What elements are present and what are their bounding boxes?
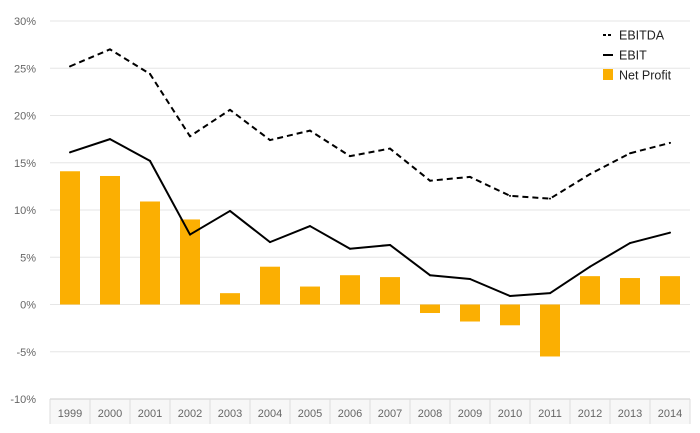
ebitda-point (149, 72, 151, 75)
ebitda-point (69, 65, 71, 68)
x-tick-label: 2007 (378, 408, 402, 420)
ebitda-point (629, 152, 631, 155)
x-tick-label: 2008 (418, 408, 442, 420)
ebitda-line (69, 48, 671, 200)
x-tick-label: 2000 (98, 408, 122, 420)
x-tick-label: 2013 (618, 408, 642, 420)
net-profit-bar (220, 293, 240, 305)
net-profit-bar (660, 276, 680, 305)
ebit-point (229, 209, 231, 212)
y-tick-label: 0% (20, 300, 36, 312)
ebitda-point (509, 194, 511, 197)
ebitda-point (469, 175, 471, 178)
ebit-point (309, 225, 311, 228)
net-profit-bar (180, 219, 200, 305)
x-tick-label: 2005 (298, 408, 322, 420)
net-profit-bar (100, 175, 120, 305)
legend-item: EBITDA (603, 29, 665, 43)
ebit-point (469, 277, 471, 280)
net-profit-bar (260, 266, 280, 305)
legend: EBITDA EBIT Net Profit (603, 29, 672, 83)
ebit-point (189, 233, 191, 236)
y-tick-label: -5% (16, 347, 36, 359)
legend-bar-swatch (603, 69, 613, 80)
ebitda-point (229, 108, 231, 111)
net-profit-bar (60, 171, 80, 305)
y-tick-label: -10% (10, 394, 36, 406)
y-tick-label: 15% (14, 158, 36, 170)
ebit-point (629, 242, 631, 245)
legend-item: EBIT (603, 49, 647, 63)
legend-label: EBITDA (619, 29, 665, 43)
x-tick-label: 2001 (138, 408, 162, 420)
ebitda-point (109, 48, 111, 51)
x-tick-label: 1999 (58, 408, 82, 420)
x-tick-label: 2011 (538, 408, 562, 420)
ebit-point (549, 292, 551, 295)
ebit-point (429, 274, 431, 277)
x-axis-dividers (49, 399, 691, 424)
x-tick-label: 2009 (458, 408, 482, 420)
ebitda-point (589, 173, 591, 176)
ebit-point (109, 138, 111, 141)
ebitda-point (429, 179, 431, 182)
x-axis-tick-labels: 1999 2000 2001 2002 2003 2004 2005 2006 2007 2008… (58, 408, 682, 420)
y-tick-label: 10% (14, 205, 36, 217)
x-tick-label: 2003 (218, 408, 242, 420)
x-tick-label: 2004 (258, 408, 282, 420)
ebit-series (69, 138, 671, 297)
net-profit-bars (60, 171, 680, 357)
x-tick-label: 2014 (658, 408, 682, 420)
ebit-point (509, 294, 511, 297)
y-tick-label: 5% (20, 252, 36, 264)
net-profit-bar (580, 276, 600, 305)
ebit-point (349, 247, 351, 250)
net-profit-bar (380, 277, 400, 305)
ebit-point (149, 159, 151, 162)
ebit-point (589, 265, 591, 268)
legend-item: Net Profit (603, 69, 672, 83)
y-tick-label: 20% (14, 111, 36, 123)
ebitda-point (549, 197, 551, 200)
x-tick-label: 2002 (178, 408, 202, 420)
ebitda-point (269, 139, 271, 142)
ebitda-series (69, 48, 671, 200)
plot-background (50, 0, 690, 399)
net-profit-bar (540, 304, 560, 357)
net-profit-bar (420, 304, 440, 314)
net-profit-bar (340, 275, 360, 305)
legend-label: Net Profit (619, 69, 672, 83)
y-axis-tick-labels: -10% -5% 0% 5% 10% 15% 20% 25% 30% (10, 16, 36, 406)
x-tick-label: 2010 (498, 408, 522, 420)
net-profit-bar (500, 304, 520, 326)
ebit-point (69, 151, 71, 154)
ebit-point (389, 243, 391, 246)
ebitda-point (309, 129, 311, 132)
ebit-point (669, 231, 671, 234)
net-profit-bar (140, 201, 160, 305)
ebitda-point (189, 135, 191, 138)
ebit-line (69, 138, 671, 297)
ebitda-point (349, 155, 351, 158)
y-tick-label: 30% (14, 16, 36, 28)
legend-label: EBIT (619, 49, 647, 63)
net-profit-bar (460, 304, 480, 322)
net-profit-bar (620, 278, 640, 305)
x-tick-label: 2012 (578, 408, 602, 420)
ebitda-point (389, 147, 391, 150)
net-profit-bar (300, 286, 320, 305)
ebit-point (269, 241, 271, 244)
ebitda-point (669, 141, 671, 144)
x-tick-label: 2006 (338, 408, 362, 420)
y-tick-label: 25% (14, 63, 36, 75)
